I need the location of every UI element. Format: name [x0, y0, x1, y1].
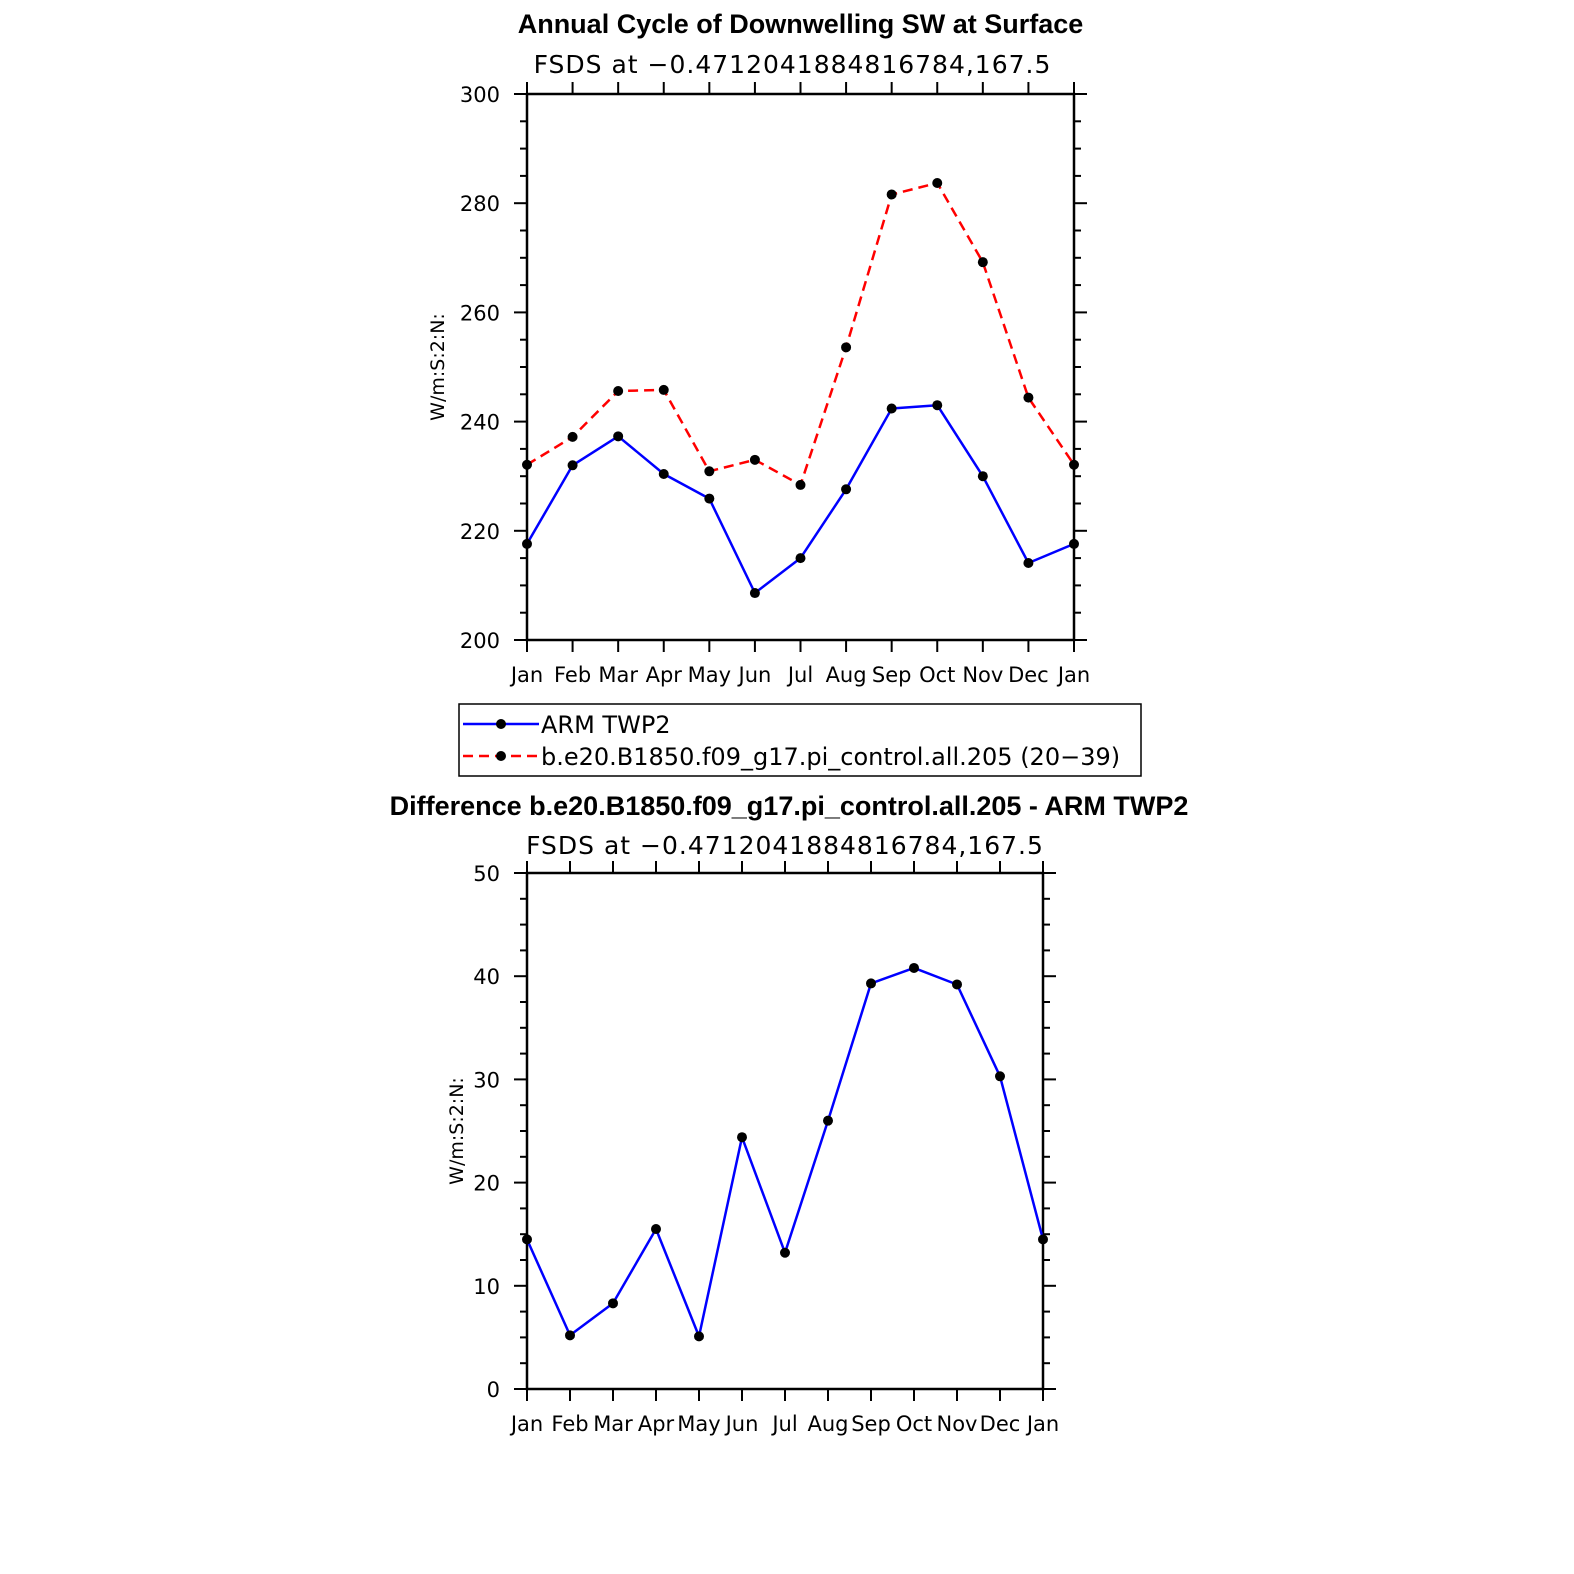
data-point	[1023, 392, 1034, 403]
chart-1: Annual Cycle of Downwelling SW at Surfac…	[427, 9, 1142, 777]
x-tick-label: Feb	[551, 1412, 588, 1436]
x-tick-label: Jan	[509, 1412, 543, 1436]
data-point	[737, 1132, 747, 1143]
data-point	[567, 460, 578, 471]
data-point	[909, 962, 919, 973]
data-point	[704, 493, 715, 504]
series-line-2	[526, 181, 1076, 487]
data-point	[932, 400, 943, 411]
y-tick-label: 10	[473, 1275, 500, 1299]
data-point	[1069, 538, 1079, 549]
plot-frame	[525, 871, 1045, 1391]
x-tick-label: May	[688, 663, 731, 687]
x-tick-label: Jan	[509, 663, 543, 687]
x-tick-label: Mar	[598, 663, 638, 687]
data-point	[795, 479, 806, 490]
x-tick-label: May	[677, 1412, 720, 1436]
data-point	[823, 1115, 833, 1126]
chart-subtitle: FSDS at −0.4712041884816784,167.5	[534, 50, 1052, 79]
data-point	[694, 1331, 704, 1342]
data-point	[658, 384, 669, 395]
x-tick-label: Jan	[1025, 1412, 1059, 1436]
chart-2: Difference b.e20.B1850.f09_g17.pi_contro…	[390, 791, 1189, 1436]
data-point	[522, 538, 532, 549]
data-point	[866, 978, 876, 989]
data-point	[886, 189, 897, 200]
legend-box	[458, 703, 1142, 777]
y-tick-label: 20	[473, 1172, 500, 1196]
x-tick-label: Sep	[851, 1412, 891, 1436]
data-point	[749, 454, 760, 465]
y-tick-label: 220	[460, 520, 500, 544]
y-axis-label: W/m:S:2:N:	[446, 1077, 468, 1185]
data-point	[952, 979, 962, 990]
data-point	[795, 553, 806, 564]
y-tick-label: 40	[473, 965, 500, 989]
y-tick-label: 260	[460, 301, 500, 325]
x-tick-label: Aug	[826, 663, 867, 687]
data-point	[613, 386, 624, 397]
x-tick-label: Oct	[896, 1412, 932, 1436]
x-tick-label: Dec	[1008, 663, 1049, 687]
chart-title: Difference b.e20.B1850.f09_g17.pi_contro…	[390, 791, 1189, 821]
data-point	[977, 257, 988, 268]
data-point	[932, 177, 943, 188]
y-tick-label: 280	[460, 192, 500, 216]
x-tick-label: Jun	[737, 663, 772, 687]
data-point	[841, 484, 852, 495]
x-tick-label: Jan	[1056, 663, 1090, 687]
series-line-1	[525, 403, 1075, 595]
data-point	[977, 471, 988, 482]
legend-label-2: b.e20.B1850.f09_g17.pi_control.all.205 (…	[541, 743, 1120, 771]
legend: ARM TWP2 b.e20.B1850.f09_g17.pi_control.a…	[458, 703, 1142, 777]
data-point	[567, 431, 578, 442]
x-tick-label: Apr	[638, 1412, 675, 1436]
data-point	[886, 403, 897, 414]
x-tick-label: Mar	[593, 1412, 633, 1436]
data-point	[841, 342, 852, 353]
chart-subtitle: FSDS at −0.4712041884816784,167.5	[526, 831, 1044, 860]
y-tick-label: 240	[460, 411, 500, 435]
x-tick-label: Dec	[980, 1412, 1021, 1436]
data-point	[522, 1234, 532, 1245]
x-tick-label: Jul	[786, 663, 813, 687]
x-tick-label: Aug	[807, 1412, 848, 1436]
y-tick-label: 30	[473, 1068, 500, 1092]
data-point	[658, 469, 669, 480]
y-tick-label: 50	[473, 862, 500, 886]
data-point	[565, 1330, 575, 1341]
x-tick-label: Nov	[937, 1412, 978, 1436]
y-tick-label: 200	[460, 629, 500, 653]
data-point	[749, 588, 760, 599]
legend-marker	[496, 751, 506, 761]
x-tick-label: Sep	[872, 663, 912, 687]
y-tick-label: 300	[460, 83, 500, 107]
legend-marker	[496, 719, 506, 729]
series-line-1	[525, 966, 1045, 1338]
data-point	[995, 1071, 1005, 1082]
x-tick-label: Jul	[770, 1412, 797, 1436]
y-axis-label: W/m:S:2:N:	[427, 313, 449, 421]
chart-title: Annual Cycle of Downwelling SW at Surfac…	[518, 9, 1084, 39]
x-tick-label: Feb	[554, 663, 591, 687]
x-tick-label: Apr	[646, 663, 683, 687]
data-point	[522, 459, 532, 470]
data-point	[651, 1224, 661, 1235]
x-tick-label: Jun	[724, 1412, 759, 1436]
data-point	[704, 466, 715, 477]
x-tick-label: Nov	[962, 663, 1003, 687]
data-point	[1023, 558, 1034, 569]
legend-label-1: ARM TWP2	[541, 711, 671, 739]
data-point	[780, 1247, 790, 1258]
y-tick-label: 0	[487, 1378, 500, 1402]
data-point	[1038, 1234, 1048, 1245]
x-tick-label: Oct	[919, 663, 955, 687]
data-point	[613, 431, 624, 442]
data-point	[608, 1298, 618, 1309]
data-point	[1069, 459, 1079, 470]
